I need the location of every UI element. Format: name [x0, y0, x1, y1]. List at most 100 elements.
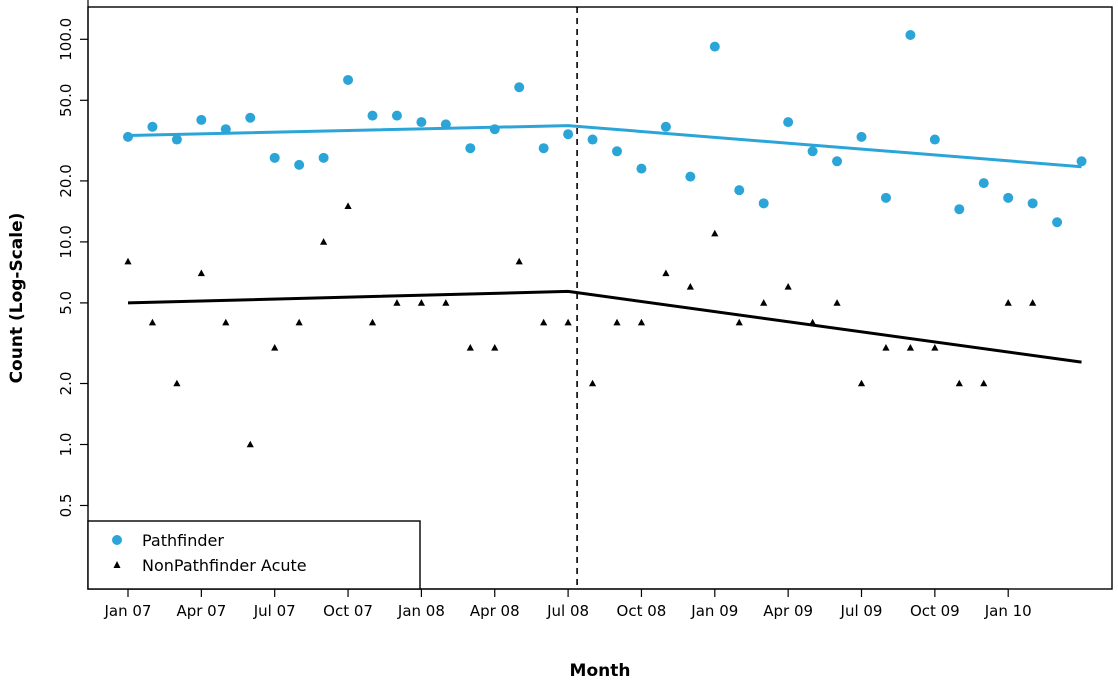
data-point-pathfinder [489, 124, 500, 135]
data-point-pathfinder [220, 124, 231, 135]
series-nonpathfinder-acute [124, 202, 1082, 448]
y-tick-label: 100.0 [57, 18, 75, 61]
data-point-nonpathfinder-acute [173, 379, 181, 387]
data-point-nonpathfinder-acute [564, 318, 572, 326]
data-point-nonpathfinder-acute [711, 229, 719, 237]
data-point-pathfinder [538, 143, 549, 154]
x-tick-label: Oct 08 [617, 602, 667, 620]
legend-label-nonpathfinder: NonPathfinder Acute [142, 556, 307, 575]
data-point-nonpathfinder-acute [295, 318, 303, 326]
data-point-nonpathfinder-acute [809, 318, 817, 326]
data-point-nonpathfinder-acute [124, 257, 132, 265]
data-point-nonpathfinder-acute [246, 440, 254, 448]
legend-box [87, 520, 421, 590]
y-tick-label: 2.0 [57, 372, 75, 396]
data-point-nonpathfinder-acute [882, 344, 890, 351]
x-tick-label: Oct 09 [910, 602, 960, 620]
legend: Pathfinder NonPathfinder Acute [87, 520, 421, 590]
x-tick-label: Jan 10 [984, 602, 1032, 620]
data-point-pathfinder [1003, 192, 1014, 203]
data-point-pathfinder [123, 131, 133, 142]
data-point-nonpathfinder-acute [197, 269, 205, 277]
data-point-pathfinder [685, 171, 696, 182]
data-point-pathfinder [269, 152, 280, 163]
data-point-pathfinder [318, 152, 329, 163]
legend-label-pathfinder: Pathfinder [142, 531, 224, 550]
data-point-nonpathfinder-acute [442, 299, 450, 306]
data-point-pathfinder [367, 110, 378, 121]
data-point-pathfinder [1052, 217, 1063, 228]
data-point-pathfinder [1076, 156, 1087, 167]
data-point-nonpathfinder-acute [344, 202, 352, 210]
x-tick-label: Apr 09 [763, 602, 813, 620]
data-point-nonpathfinder-acute [955, 379, 963, 387]
data-point-pathfinder [440, 119, 451, 130]
series-layer [123, 30, 1087, 448]
data-point-nonpathfinder-acute [833, 299, 841, 306]
data-point-nonpathfinder-acute [222, 318, 230, 326]
y-tick-label: 10.0 [57, 225, 75, 258]
data-point-nonpathfinder-acute [271, 344, 279, 351]
y-tick-label: 20.0 [57, 164, 75, 197]
data-point-pathfinder [612, 146, 622, 157]
data-point-pathfinder [856, 131, 867, 142]
data-point-pathfinder [832, 156, 843, 167]
x-tick-label: Jul 09 [840, 602, 883, 620]
data-point-pathfinder [416, 117, 427, 128]
data-point-nonpathfinder-acute [637, 318, 646, 326]
data-point-nonpathfinder-acute [393, 299, 401, 306]
data-point-pathfinder [514, 82, 525, 93]
data-point-pathfinder [343, 74, 354, 85]
data-point-pathfinder [978, 178, 989, 189]
data-point-pathfinder [563, 129, 574, 140]
legend-marker-pathfinder [112, 535, 122, 545]
data-point-nonpathfinder-acute [662, 269, 670, 277]
x-tick-label: Jul 07 [253, 602, 296, 620]
data-point-nonpathfinder-acute [1004, 299, 1012, 306]
data-point-nonpathfinder-acute [1029, 299, 1037, 306]
x-tick-label: Jan 08 [397, 602, 445, 620]
data-point-pathfinder [783, 117, 794, 128]
data-point-nonpathfinder-acute [368, 318, 377, 326]
data-point-pathfinder [734, 185, 745, 196]
y-tick-label: 0.5 [57, 494, 75, 518]
data-point-pathfinder [807, 146, 818, 157]
x-axis: Jan 07 Apr 07 Jul 07 Oct 07 Jan 08 Apr 08 Jul … [104, 588, 1032, 620]
x-tick-label: Oct 07 [323, 602, 373, 620]
data-point-nonpathfinder-acute [613, 318, 621, 326]
data-point-pathfinder [587, 134, 598, 145]
data-point-pathfinder [660, 121, 671, 132]
data-point-nonpathfinder-acute [760, 299, 768, 306]
data-point-nonpathfinder-acute [735, 318, 743, 326]
data-point-nonpathfinder-acute [588, 379, 597, 387]
data-point-pathfinder [905, 30, 916, 41]
data-point-nonpathfinder-acute [491, 344, 499, 351]
data-point-pathfinder [709, 41, 720, 52]
x-tick-label: Apr 07 [176, 602, 226, 620]
data-point-nonpathfinder-acute [906, 344, 914, 351]
legend-marker-nonpathfinder [113, 561, 121, 568]
data-point-nonpathfinder-acute [931, 344, 939, 351]
x-tick-label: Jul 08 [546, 602, 589, 620]
data-point-nonpathfinder-acute [148, 318, 157, 326]
series-pathfinder [123, 30, 1087, 228]
trend-line-pathfinder [127, 124, 1082, 169]
data-point-pathfinder [954, 204, 965, 215]
y-tick-label: 5.0 [57, 291, 75, 315]
data-point-nonpathfinder-acute [417, 299, 425, 306]
data-point-nonpathfinder-acute [515, 257, 523, 265]
x-tick-label: Jan 07 [104, 602, 152, 620]
data-point-nonpathfinder-acute [784, 283, 792, 290]
plot-frame [87, 6, 1113, 590]
x-tick-label: Jan 09 [690, 602, 738, 620]
data-point-nonpathfinder-acute [686, 283, 694, 290]
x-axis-title: Month [570, 661, 631, 680]
data-point-nonpathfinder-acute [980, 379, 988, 387]
data-point-nonpathfinder-acute [540, 318, 548, 326]
data-point-pathfinder [465, 143, 476, 154]
y-tick-label: 1.0 [57, 433, 75, 457]
x-tick-label: Apr 08 [470, 602, 520, 620]
data-point-pathfinder [171, 134, 182, 145]
